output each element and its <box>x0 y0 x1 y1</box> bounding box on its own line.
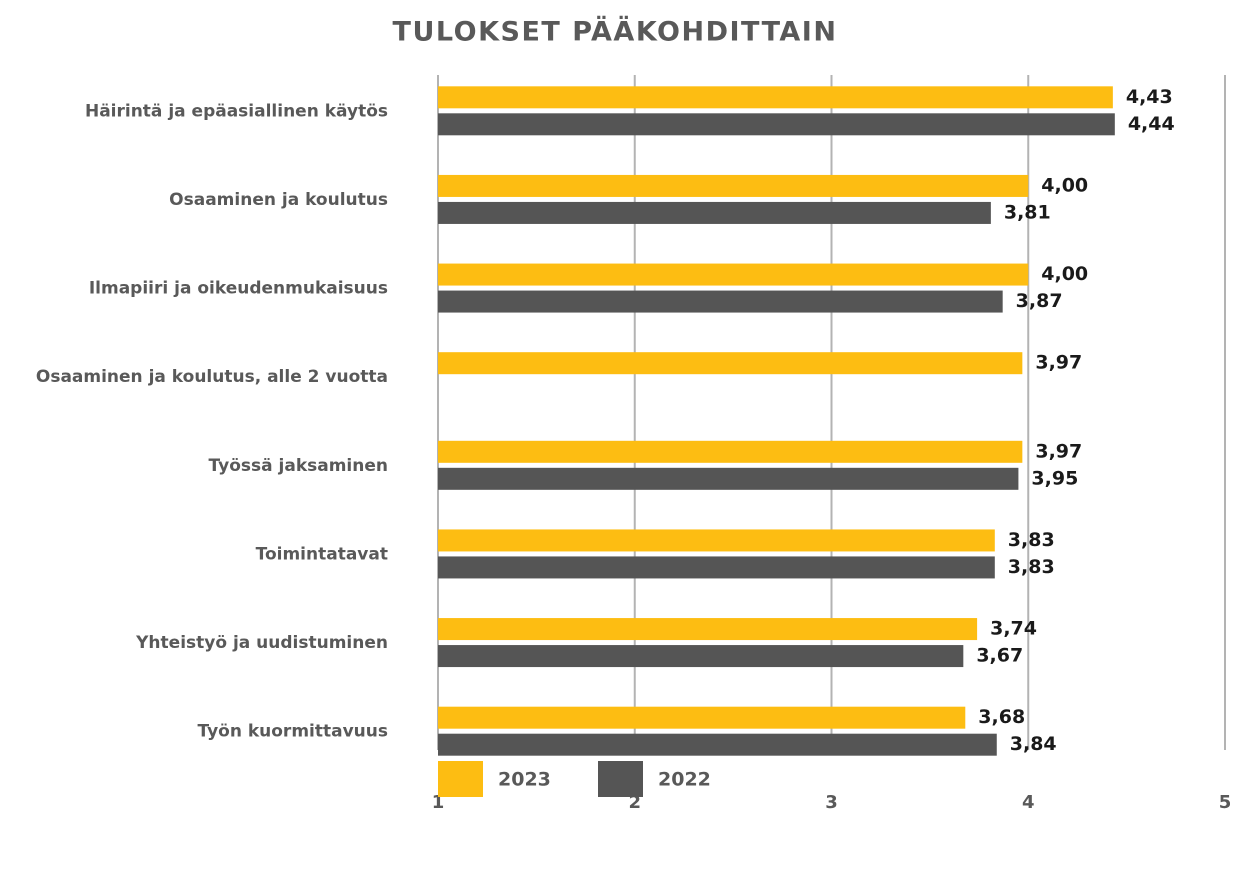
value-label: 3,87 <box>1016 290 1063 312</box>
legend-label: 2023 <box>498 769 551 791</box>
value-label: 3,83 <box>1008 529 1055 551</box>
value-label: 4,44 <box>1128 113 1175 135</box>
x-tick-label: 2 <box>628 792 641 813</box>
bar <box>438 113 1115 136</box>
bar <box>438 440 1023 463</box>
y-tick-label: Osaaminen ja koulutus <box>169 190 388 210</box>
bar <box>438 556 995 579</box>
y-tick-label: Ilmapiiri ja oikeudenmukaisuus <box>89 279 388 299</box>
value-label: 4,43 <box>1126 86 1173 108</box>
x-tick-label: 4 <box>1022 792 1035 813</box>
value-label: 3,81 <box>1004 201 1051 223</box>
y-tick-label: Työssä jaksaminen <box>209 456 388 476</box>
value-label: 3,97 <box>1035 352 1082 374</box>
bar <box>438 263 1029 286</box>
value-label: 3,84 <box>1010 733 1057 755</box>
bar <box>438 174 1029 197</box>
legend-swatch <box>438 761 483 797</box>
value-label: 3,95 <box>1031 467 1078 489</box>
bar <box>438 290 1003 313</box>
bar <box>438 352 1023 375</box>
bar <box>438 529 995 552</box>
legend-label: 2022 <box>658 769 711 791</box>
value-label: 3,83 <box>1008 556 1055 578</box>
y-tick-label: Yhteistyö ja uudistuminen <box>135 633 388 653</box>
bar <box>438 645 964 668</box>
x-tick-label: 3 <box>825 792 838 813</box>
value-label: 3,68 <box>978 706 1025 728</box>
bar <box>438 733 997 756</box>
bar <box>438 706 966 729</box>
bar <box>438 86 1113 109</box>
value-label: 3,97 <box>1035 440 1082 462</box>
y-tick-label: Työn kuormittavuus <box>197 722 388 742</box>
bar <box>438 467 1019 490</box>
value-label: 4,00 <box>1041 174 1088 196</box>
x-tick-label: 1 <box>432 792 445 813</box>
value-label: 3,67 <box>976 645 1023 667</box>
bar <box>438 618 978 641</box>
value-label: 3,74 <box>990 618 1037 640</box>
y-tick-label: Toimintatavat <box>256 544 388 564</box>
x-tick-label: 5 <box>1219 792 1232 813</box>
value-label: 4,00 <box>1041 263 1088 285</box>
y-tick-label: Häirintä ja epäasiallinen käytös <box>85 101 388 121</box>
chart-title: TULOKSET PÄÄKOHDITTAIN <box>393 16 838 48</box>
legend-swatch <box>598 761 643 797</box>
y-tick-label: Osaaminen ja koulutus, alle 2 vuotta <box>36 367 388 387</box>
bar <box>438 201 991 224</box>
